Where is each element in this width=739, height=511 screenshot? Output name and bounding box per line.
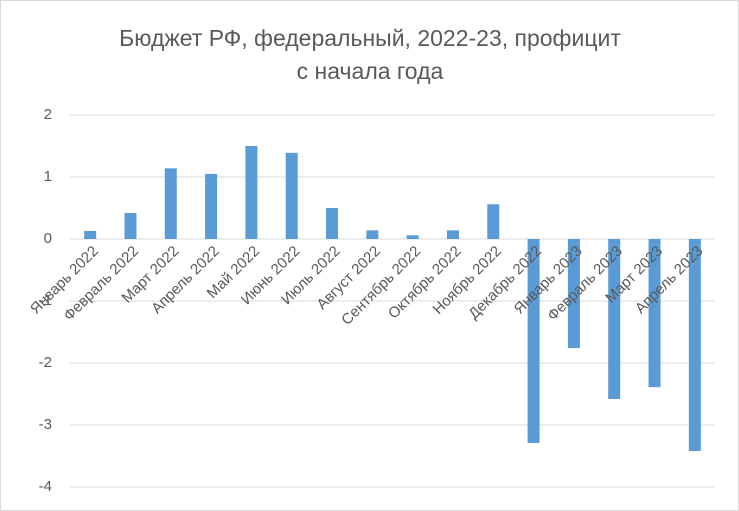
- bar: [245, 146, 258, 239]
- bar: [446, 230, 459, 239]
- bar: [406, 235, 419, 239]
- bar: [164, 168, 177, 239]
- y-tick-label: -1: [39, 292, 52, 309]
- y-tick-label: -4: [39, 478, 52, 495]
- bar: [567, 239, 580, 349]
- y-tick-label: -3: [39, 416, 52, 433]
- bar: [648, 239, 661, 388]
- bar: [366, 230, 379, 239]
- bar: [487, 204, 500, 239]
- y-tick-label: 1: [44, 168, 52, 185]
- bar: [84, 230, 97, 239]
- y-tick-label: 0: [44, 230, 52, 247]
- y-tick-label: 2: [44, 106, 52, 123]
- bar: [688, 239, 701, 452]
- bar: [326, 208, 339, 239]
- bar: [608, 239, 621, 399]
- y-tick-label: -2: [39, 354, 52, 371]
- bar: [285, 152, 298, 239]
- bar: [527, 239, 540, 443]
- bar: [124, 212, 137, 239]
- chart-title: Бюджет РФ, федеральный, 2022-23, профици…: [119, 25, 621, 51]
- chart-title: с начала года: [297, 58, 444, 84]
- bar: [205, 173, 218, 239]
